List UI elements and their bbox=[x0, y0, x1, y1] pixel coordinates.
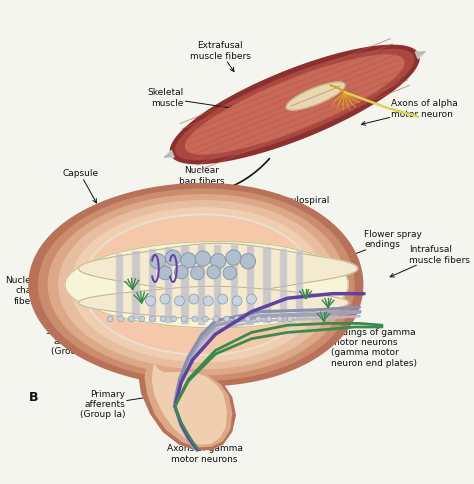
Circle shape bbox=[150, 316, 155, 322]
Polygon shape bbox=[79, 287, 349, 319]
Circle shape bbox=[245, 316, 251, 322]
Polygon shape bbox=[39, 189, 354, 380]
Circle shape bbox=[218, 294, 228, 304]
Circle shape bbox=[165, 250, 181, 265]
Circle shape bbox=[118, 316, 124, 322]
Text: B: B bbox=[29, 391, 38, 404]
Bar bbox=[264, 247, 270, 322]
Polygon shape bbox=[175, 49, 414, 160]
Bar bbox=[116, 254, 122, 315]
Text: Annulospiral
endings: Annulospiral endings bbox=[244, 196, 330, 244]
Circle shape bbox=[207, 265, 220, 279]
Polygon shape bbox=[48, 195, 346, 375]
Circle shape bbox=[213, 316, 219, 322]
Text: Axons of alpha
motor neuron: Axons of alpha motor neuron bbox=[362, 99, 458, 125]
Circle shape bbox=[202, 316, 208, 322]
Circle shape bbox=[171, 316, 176, 322]
Circle shape bbox=[255, 316, 261, 322]
Circle shape bbox=[232, 296, 242, 306]
Circle shape bbox=[191, 266, 204, 280]
Polygon shape bbox=[171, 45, 419, 164]
Circle shape bbox=[226, 250, 241, 265]
Text: Endings of gamma
motor neurons
(gamma motor
neuron end plates): Endings of gamma motor neurons (gamma mo… bbox=[311, 328, 417, 368]
Circle shape bbox=[182, 316, 187, 322]
Polygon shape bbox=[145, 363, 232, 447]
Polygon shape bbox=[185, 55, 404, 154]
Polygon shape bbox=[82, 214, 315, 355]
Polygon shape bbox=[139, 361, 235, 450]
Bar bbox=[132, 251, 138, 318]
Bar bbox=[198, 245, 204, 324]
Circle shape bbox=[192, 316, 198, 322]
Circle shape bbox=[266, 316, 272, 322]
Circle shape bbox=[189, 294, 199, 304]
Text: Skeletal
muscle: Skeletal muscle bbox=[148, 89, 234, 110]
Polygon shape bbox=[286, 82, 345, 110]
Text: Primary
afferents
(Group Ia): Primary afferents (Group Ia) bbox=[80, 390, 171, 419]
Polygon shape bbox=[59, 201, 336, 369]
Text: Extrafusal
muscle fibers: Extrafusal muscle fibers bbox=[190, 42, 250, 72]
Polygon shape bbox=[152, 365, 226, 444]
Circle shape bbox=[203, 296, 213, 306]
Bar bbox=[280, 249, 286, 321]
Text: Capsule: Capsule bbox=[62, 169, 99, 203]
Text: A: A bbox=[191, 138, 201, 151]
Circle shape bbox=[160, 316, 166, 322]
Circle shape bbox=[139, 316, 145, 322]
Circle shape bbox=[277, 316, 283, 322]
Text: Muscle
spindle: Muscle spindle bbox=[322, 60, 383, 98]
Bar bbox=[214, 245, 220, 324]
Circle shape bbox=[107, 316, 113, 322]
Text: Nuclear
chain
fibers: Nuclear chain fibers bbox=[5, 276, 111, 316]
Bar bbox=[230, 245, 237, 324]
Bar bbox=[149, 249, 155, 320]
Circle shape bbox=[234, 316, 240, 322]
Text: Nuclear
bag fibers: Nuclear bag fibers bbox=[179, 166, 225, 213]
Text: Secondary
afferents
(Group II): Secondary afferents (Group II) bbox=[46, 327, 156, 356]
Circle shape bbox=[146, 296, 155, 306]
Text: Axons of gamma
motor neurons: Axons of gamma motor neurons bbox=[167, 437, 243, 464]
Text: Nuclei: Nuclei bbox=[273, 238, 343, 260]
Circle shape bbox=[210, 254, 226, 269]
Circle shape bbox=[195, 251, 210, 266]
Circle shape bbox=[246, 294, 256, 304]
Circle shape bbox=[181, 253, 196, 268]
Bar bbox=[247, 246, 253, 324]
Bar bbox=[182, 246, 188, 323]
Circle shape bbox=[240, 254, 255, 269]
Circle shape bbox=[174, 296, 184, 306]
Polygon shape bbox=[29, 183, 363, 386]
Text: Intrafusal
muscle fibers: Intrafusal muscle fibers bbox=[390, 245, 470, 277]
Polygon shape bbox=[415, 52, 425, 59]
Circle shape bbox=[174, 265, 188, 279]
Polygon shape bbox=[79, 243, 358, 294]
Circle shape bbox=[150, 254, 165, 269]
Circle shape bbox=[224, 316, 229, 322]
Polygon shape bbox=[164, 151, 174, 157]
Circle shape bbox=[287, 316, 293, 322]
Bar bbox=[296, 251, 302, 318]
Polygon shape bbox=[65, 242, 348, 328]
Text: Flower spray
endings: Flower spray endings bbox=[332, 230, 422, 263]
Circle shape bbox=[160, 294, 170, 304]
Circle shape bbox=[158, 266, 172, 280]
Circle shape bbox=[223, 266, 237, 280]
Polygon shape bbox=[71, 208, 325, 362]
Bar bbox=[165, 247, 171, 322]
Circle shape bbox=[128, 316, 134, 322]
